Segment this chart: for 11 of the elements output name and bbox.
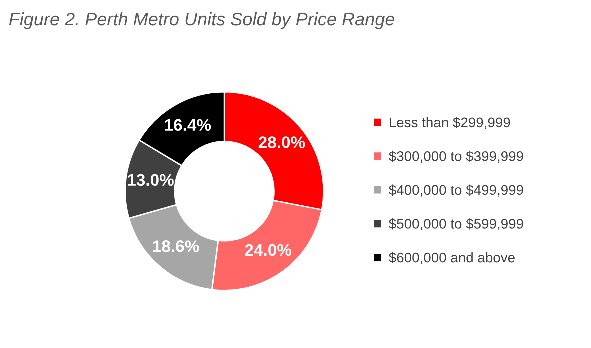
data-label: 24.0% (245, 244, 292, 256)
data-label: 28.0% (258, 136, 306, 148)
chart-title: Figure 2. Perth Metro Units Sold by Price Range (9, 12, 395, 30)
legend-label: Less than $299,999 (390, 117, 510, 130)
legend-label: $300,000 to $399,999 (389, 150, 524, 163)
data-label: 13.0% (128, 174, 174, 186)
data-label: 18.6% (153, 240, 200, 252)
legend-label: $500,000 to $599,999 (389, 218, 524, 231)
legend-label: $400,000 to $499,999 (389, 184, 524, 197)
legend-label: $600,000 and above (389, 252, 515, 264)
data-label: 16.4% (165, 119, 212, 132)
